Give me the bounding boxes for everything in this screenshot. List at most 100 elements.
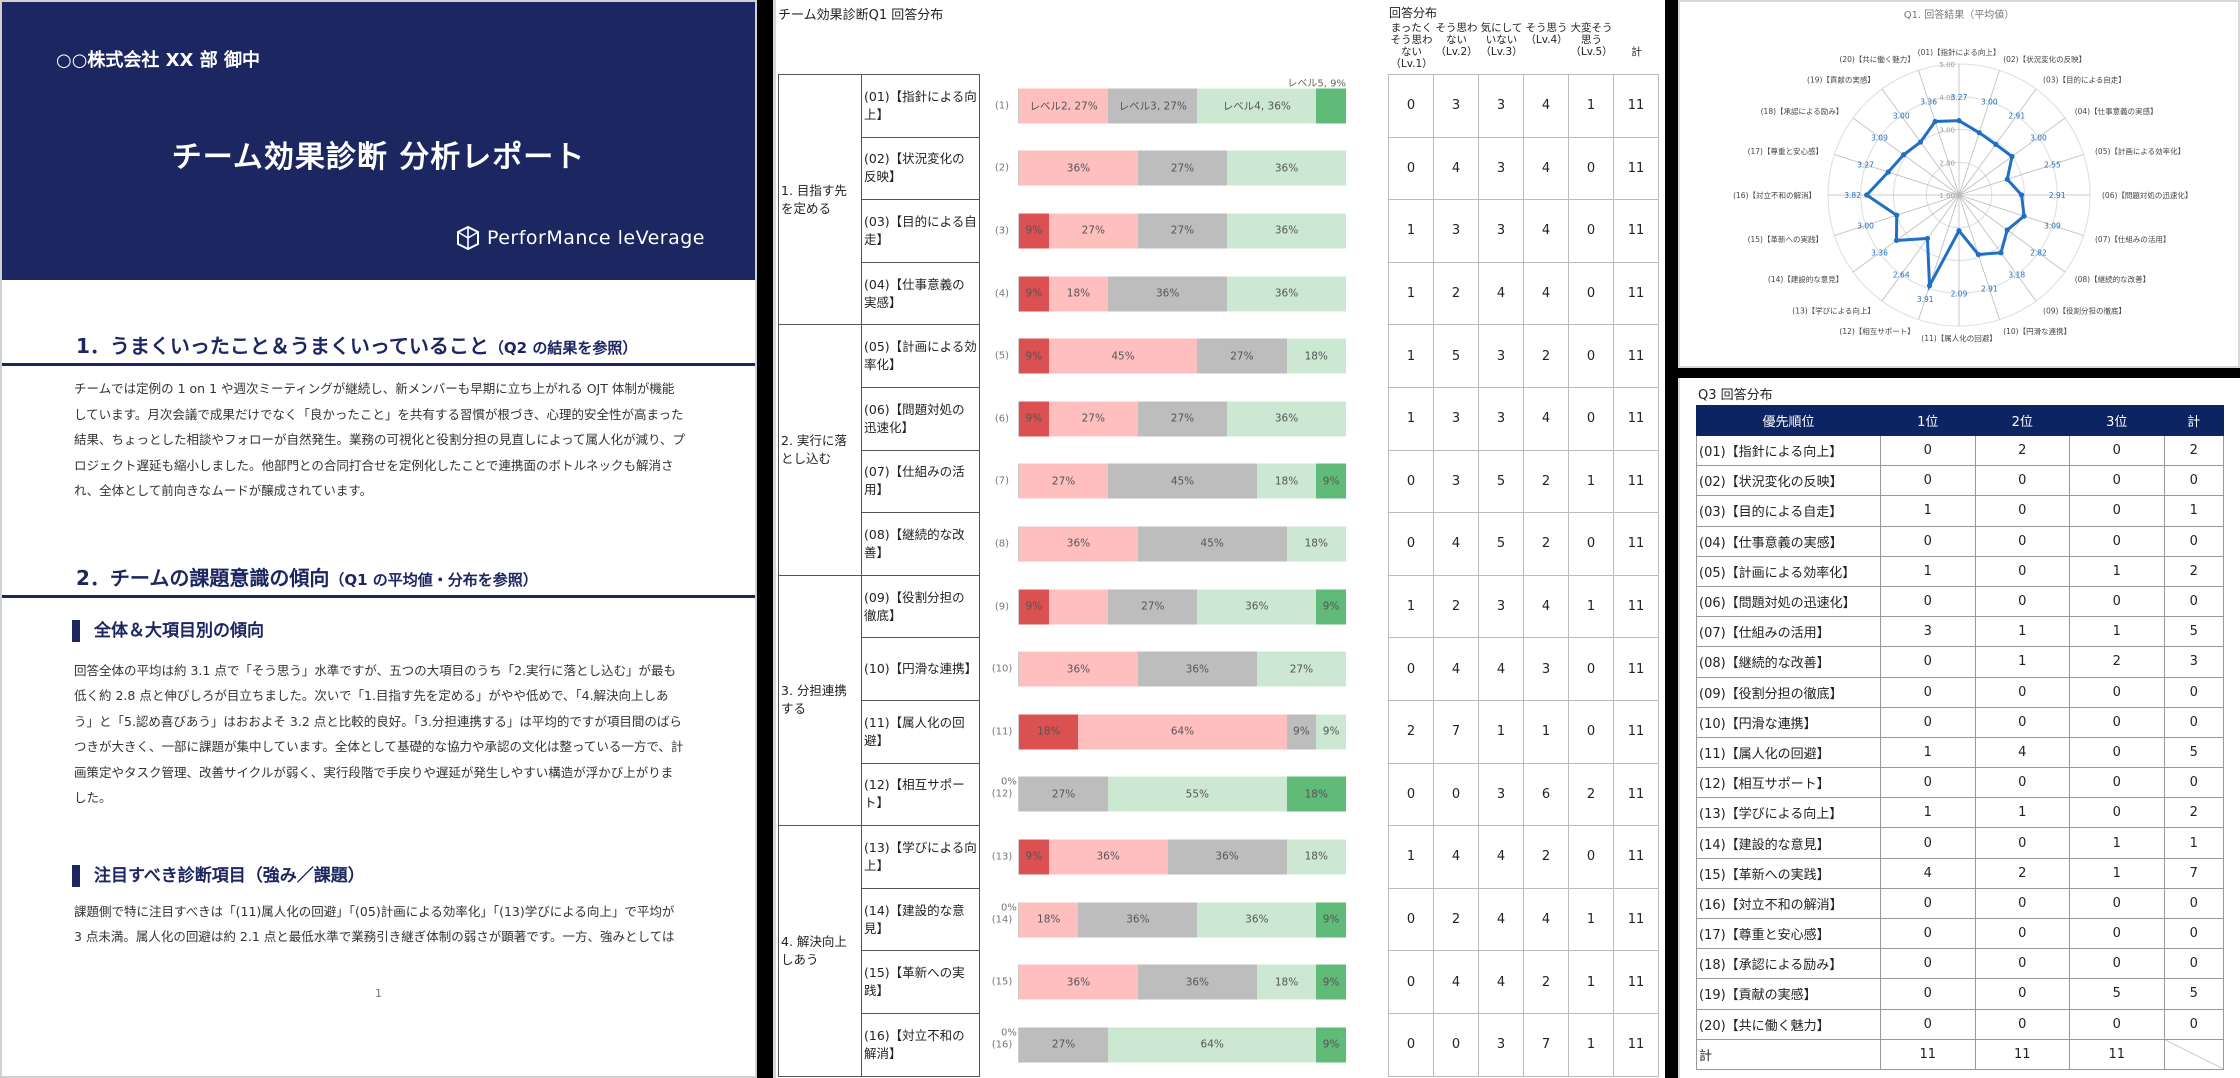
rank-count: 5 <box>2163 736 2224 769</box>
rank-count: 0 <box>1974 706 2070 738</box>
radar-value-label: 3.00 <box>2030 133 2047 142</box>
bar-segment-lv5: 9% <box>1316 589 1346 625</box>
radar-value-label: 3.82 <box>1844 191 1861 200</box>
rank-count: 0 <box>1880 525 1976 557</box>
rank-count: 1 <box>2069 555 2165 587</box>
count-lv1: 1 <box>1388 825 1434 889</box>
bar-segment-lv4: 36% <box>1197 589 1317 625</box>
rank-count: 0 <box>2163 1008 2224 1040</box>
page-number: 1 <box>375 987 382 1000</box>
bar-segment-lv4: 36% <box>1227 401 1346 437</box>
q1-row: 4. 解決向上しあう (13)【学びによる向上】 (13) 9% 36% 36% 18% 1 4… <box>778 825 1659 1077</box>
rank-count: 0 <box>1974 1008 2070 1040</box>
stacked-bar: 9% 27% 27% 36% <box>1018 401 1346 437</box>
rank-count: 1 <box>1974 616 2070 648</box>
count-lv1: 0 <box>1388 449 1434 514</box>
q3-row: (08)【継続的な改善】 0 1 2 3 <box>1696 646 2224 678</box>
count-total: 11 <box>1613 199 1659 263</box>
count-lv4: 2 <box>1523 950 1569 1014</box>
count-lv3: 3 <box>1478 386 1524 451</box>
item-label: (07)【仕組みの活用】 <box>1696 616 1881 648</box>
bar-segment-lv1: 9% <box>1019 338 1049 374</box>
count-lv2: 4 <box>1433 825 1479 889</box>
bar-segment-lv2: 27% <box>1048 213 1138 249</box>
rank-count: 0 <box>1880 917 1976 950</box>
radar-value-label: 2.91 <box>2049 191 2066 200</box>
item-label: (11)【属人化の回避】 <box>861 699 980 764</box>
count-lv2: 3 <box>1433 74 1479 138</box>
q3-distribution-sheet: Q3 回答分布 優先順位 1位 2位 3位 計 (01)【指針による向上】 0 2 0… <box>1678 378 2240 1078</box>
radar-spoke <box>1958 194 2084 236</box>
count-total: 11 <box>1613 386 1659 451</box>
rank-count: 0 <box>2163 585 2224 618</box>
radar-value-label: 3.27 <box>1951 93 1968 102</box>
stacked-bar: 36% 45% 18% <box>1018 526 1346 562</box>
radar-point <box>1924 235 1931 242</box>
bar-segment-lv2: 18% <box>1048 276 1109 312</box>
bar-segment-lv3: 27% <box>1019 776 1109 812</box>
item-label: (08)【継続的な改善】 <box>1696 646 1881 678</box>
item-label: (01)【指針による向上】 <box>861 74 980 138</box>
stacked-bar-cell: (6) 9% 27% 27% 36% <box>979 387 1389 451</box>
bar-segment-lv4: 55% <box>1108 776 1287 812</box>
count-lv3: 3 <box>1478 762 1524 827</box>
category-label: 4. 解決向上しあう <box>778 825 862 1077</box>
count-lv3: 4 <box>1478 261 1524 326</box>
bar-segment-lv3: 27% <box>1019 1027 1109 1063</box>
rank-count: 0 <box>1880 585 1976 618</box>
bar-index: (10) <box>991 663 1013 675</box>
rank-count: 0 <box>1880 434 1976 467</box>
q1-row: (02)【状況変化の反映】 (2) 36% 27% 36% 0 4 3 4 0 11 <box>779 136 1659 201</box>
rank-count: 0 <box>1880 1008 1976 1040</box>
radar-value-label: 3.09 <box>1871 133 1888 142</box>
count-lv5: 1 <box>1568 574 1614 639</box>
count-lv2: 0 <box>1433 762 1479 827</box>
bar-segment-lv3: 27% <box>1108 589 1198 625</box>
count-lv1: 0 <box>1388 887 1434 952</box>
rank-count: 5 <box>2069 978 2165 1010</box>
count-lv1: 0 <box>1388 74 1434 138</box>
rank-count: 1 <box>1974 797 2070 829</box>
rank-count: 0 <box>2069 1008 2165 1040</box>
item-label: (03)【目的による自走】 <box>861 199 980 263</box>
rank-count: 1 <box>2069 857 2165 889</box>
bar-segment-lv4: レベル4, 36% <box>1197 88 1317 124</box>
rank-count: 0 <box>1974 917 2070 950</box>
count-lv4: 4 <box>1523 136 1569 201</box>
bar-index: (14) <box>991 914 1013 926</box>
count-lv5: 0 <box>1568 512 1614 576</box>
rank-count: 0 <box>2069 917 2165 950</box>
bar-index: (5) <box>994 350 1010 362</box>
q1-row: (10)【円滑な連携】 (10) 36% 36% 27% 0 4 4 3 0 11 <box>779 637 1659 701</box>
item-label: (05)【計画による効率化】 <box>1696 555 1881 587</box>
q3-row: (04)【仕事意義の実感】 0 0 0 0 <box>1696 525 2224 557</box>
bar-segment-lv1: 9% <box>1019 213 1049 249</box>
rank-count: 0 <box>1974 767 2070 799</box>
item-label: (10)【円滑な連携】 <box>861 637 980 701</box>
bar-segment-lv1: 9% <box>1019 401 1049 437</box>
bar-segment-lv3: 27% <box>1137 150 1228 186</box>
stacked-bar-cell: (9) 9% 27% 36% 9% <box>979 575 1389 638</box>
stacked-bar-cell: (13) 9% 36% 36% 18% <box>979 825 1389 889</box>
stacked-bar: 18% 64% 9% 9% <box>1018 714 1346 750</box>
count-lv3: 5 <box>1478 449 1524 514</box>
rank-count: 0 <box>2069 676 2165 708</box>
stacked-bar-cell: (4) 9% 18% 36% 36% <box>979 262 1389 325</box>
bar-segment-lv2: 27% <box>1019 463 1109 499</box>
bar-segment-lv3: 45% <box>1108 463 1257 499</box>
count-lv2: 4 <box>1433 136 1479 201</box>
bar-segment-lv3: 27% <box>1197 338 1287 374</box>
bar-segment-lv2: 45% <box>1048 338 1198 374</box>
total-count <box>2163 1038 2224 1070</box>
brand-logo: PerforMance leVerage <box>456 226 705 250</box>
radar-axis-label: (16)【対立不和の解消】 <box>1733 190 1816 200</box>
bar-segment-lv3: 27% <box>1137 401 1228 437</box>
stacked-bar-cell: (16) 0% 27% 64% 9% <box>979 1013 1389 1076</box>
radar-tick: 3.00 <box>1939 127 1955 135</box>
header-priority: 優先順位 <box>1696 405 1881 436</box>
q3-total-row: 計 11 11 11 <box>1696 1038 2224 1070</box>
bar-segment-lv1: 18% <box>1019 714 1079 750</box>
radar-value-label: 3.09 <box>2044 221 2061 230</box>
stacked-bar-cell: (7) 27% 45% 18% 9% <box>979 450 1389 513</box>
radar-spoke <box>1958 194 2066 273</box>
